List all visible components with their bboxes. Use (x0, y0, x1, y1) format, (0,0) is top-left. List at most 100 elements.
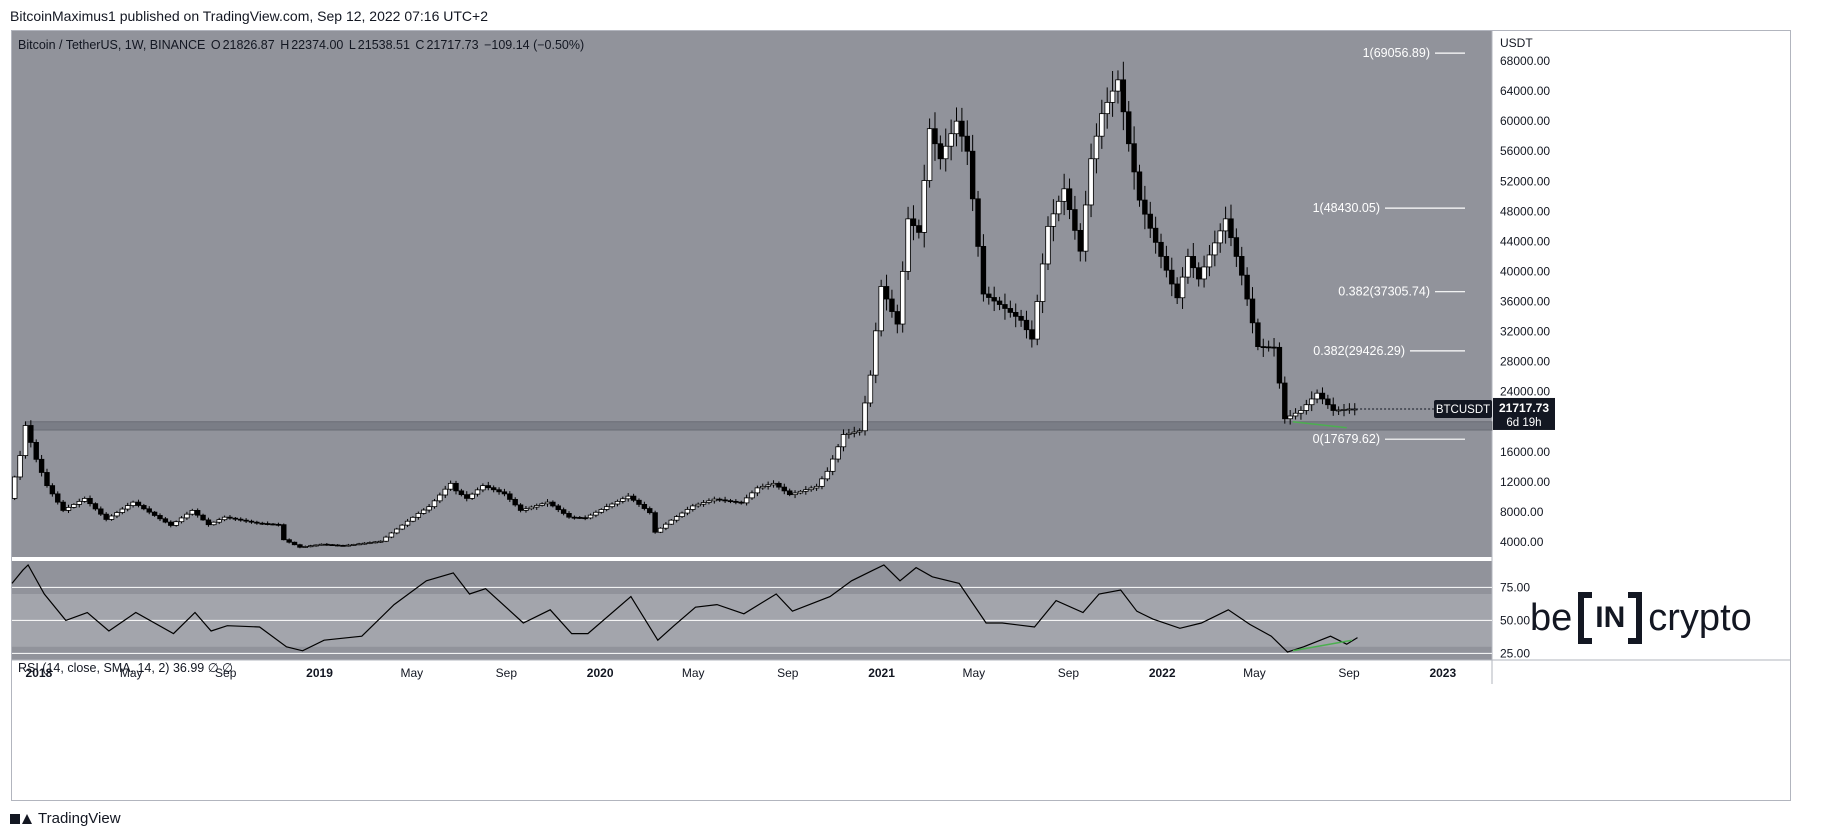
fib-level-label: 1(69056.89) (1363, 46, 1430, 60)
publisher-username[interactable]: BitcoinMaximus1 (10, 8, 116, 24)
candle-up (108, 515, 115, 520)
time-tick-label: 2023 (1429, 666, 1456, 680)
candle-down (1260, 346, 1266, 349)
tradingview-logo-icon (10, 812, 32, 826)
candle-up (114, 512, 120, 517)
candle-down (959, 120, 965, 137)
time-tick-label: May (962, 666, 985, 680)
candle-down (485, 485, 491, 489)
candle-up (1061, 188, 1067, 202)
price-tick-label: 16000.00 (1500, 445, 1550, 459)
candle-up (878, 286, 884, 332)
candle-down (733, 500, 739, 503)
rsi-value: 36.99 (172, 661, 205, 675)
tradingview-brand[interactable]: TradingView (10, 810, 121, 827)
candle-down (232, 517, 239, 520)
candle-up (178, 517, 185, 523)
candle-up (1335, 409, 1342, 412)
rsi-extra-2: ∅ (222, 661, 233, 675)
candle-down (286, 539, 292, 543)
candle-up (856, 430, 863, 433)
candle-down (464, 494, 470, 499)
symbol-title[interactable]: Bitcoin / TetherUS, 1W, BINANCE (18, 38, 206, 52)
watermark-left: be (1530, 596, 1573, 639)
candle-down (932, 128, 938, 145)
candle-down (722, 499, 728, 502)
high-value: 22374.00 (291, 38, 344, 52)
candle-up (388, 532, 395, 538)
candle-up (614, 500, 621, 505)
price-pane (12, 31, 1492, 557)
candle-up (695, 503, 701, 507)
symbol-tag (1434, 399, 1492, 418)
candle-down (980, 246, 987, 295)
candles-group (11, 61, 1358, 549)
candle-up (625, 495, 631, 500)
open-label: O (210, 38, 221, 52)
candle-down (490, 487, 497, 491)
candle-down (1239, 256, 1245, 276)
price-tag-countdown: 6d 19h (1506, 417, 1541, 429)
candle-down (1131, 143, 1137, 173)
candle-up (1179, 276, 1186, 299)
candle-down (254, 521, 260, 524)
candle-down (1002, 304, 1008, 309)
low-label: L (348, 38, 356, 52)
candle-down (44, 472, 50, 487)
price-tick-label: 32000.00 (1500, 325, 1550, 339)
candle-down (652, 512, 658, 533)
candle-down (1018, 315, 1024, 321)
time-tick-label: May (1243, 666, 1266, 680)
candle-up (404, 520, 411, 526)
candle-up (361, 542, 368, 545)
candle-down (458, 490, 465, 496)
rsi-title[interactable]: RSI (14, close, SMA, 14, 2) (18, 661, 170, 675)
rsi-level-label: 75.00 (1500, 580, 1530, 594)
candle-up (211, 521, 217, 526)
candle-down (937, 143, 944, 160)
candle-up (830, 458, 836, 472)
candle-up (824, 470, 831, 480)
price-divergence-line (1292, 420, 1347, 429)
candle-down (550, 501, 556, 507)
candle-down (162, 518, 169, 523)
candle-down (507, 493, 513, 500)
candle-down (1330, 404, 1336, 411)
candle-down (916, 225, 922, 233)
candle-down (1190, 256, 1197, 269)
fib-level-label: 1(48430.05) (1313, 201, 1380, 215)
candle-down (135, 501, 142, 506)
watermark-right: crypto (1648, 596, 1752, 639)
candle-up (216, 519, 222, 523)
candle-down (883, 286, 890, 300)
candle-up (372, 541, 378, 544)
candle-up (189, 510, 195, 515)
candle-up (302, 546, 309, 548)
candle-up (221, 516, 228, 521)
high-label: H (280, 38, 290, 52)
candle-down (1152, 227, 1159, 243)
candle-up (1222, 218, 1229, 232)
watermark-middle: IN (1595, 601, 1626, 634)
fib-level-label: 0.382(37305.74) (1338, 285, 1430, 299)
candle-up (862, 402, 868, 432)
candle-down (1158, 241, 1164, 257)
candle-down (49, 485, 56, 495)
candle-down (1282, 382, 1288, 420)
rsi-level-label: 50.00 (1500, 613, 1530, 627)
price-tick-label: 44000.00 (1500, 234, 1550, 248)
candle-down (157, 515, 163, 520)
candle-down (738, 501, 744, 504)
candle-up (598, 509, 605, 513)
candle-up (1099, 113, 1105, 137)
candle-up (840, 434, 847, 448)
candle-down (1013, 312, 1019, 317)
candle-down (281, 524, 287, 541)
time-tick-label: 2018 (26, 666, 53, 680)
candle-down (512, 498, 518, 506)
candle-up (528, 506, 535, 510)
candle-down (33, 442, 39, 460)
candle-up (1212, 242, 1218, 256)
beincrypto-watermark: be IN crypto (1530, 588, 1752, 648)
